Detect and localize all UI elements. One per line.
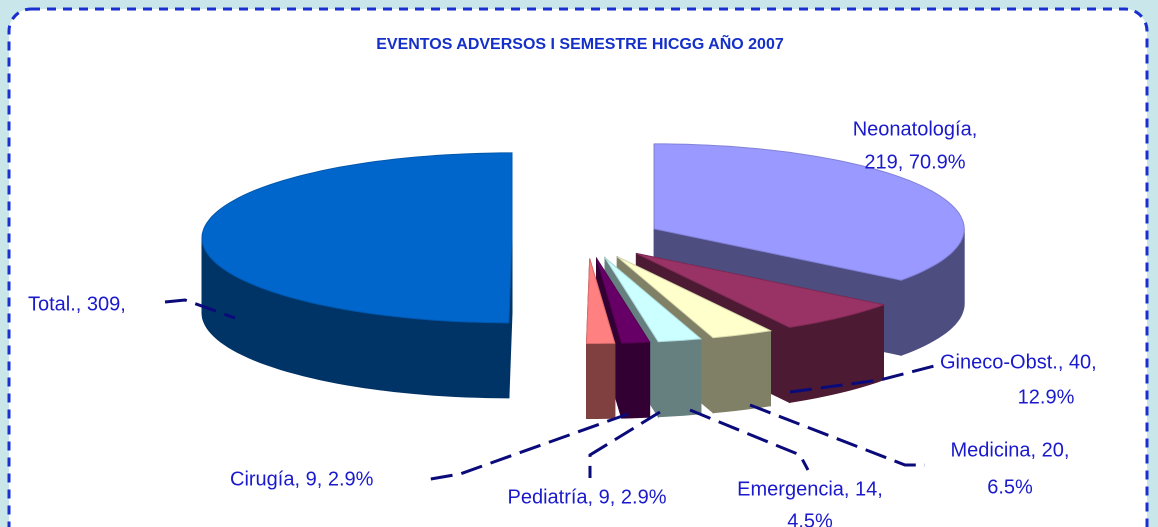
- data-label: 4.5%: [787, 510, 833, 527]
- data-label: 12.9%: [1018, 386, 1075, 408]
- chart-title: EVENTOS ADVERSOS I SEMESTRE HICGG AÑO 20…: [376, 33, 784, 53]
- slice-wall: [621, 341, 651, 419]
- slice-wall: [586, 342, 616, 419]
- data-label: Neonatología,: [853, 118, 978, 140]
- leader-line: [588, 410, 661, 478]
- leader-line: [789, 363, 939, 394]
- data-labels: Neonatología, 219, 70.9% Gineco-Obst., 40,…: [28, 118, 1097, 527]
- slice: [653, 143, 965, 281]
- data-label: 219, 70.9%: [864, 151, 965, 173]
- slice: [596, 258, 651, 344]
- slice: [585, 258, 616, 344]
- slice: [616, 256, 773, 339]
- leader-line: [749, 403, 925, 467]
- leader-line: [164, 298, 236, 320]
- data-label: Medicina, 20,: [951, 439, 1070, 461]
- data-label: Cirugía, 9, 2.9%: [230, 468, 374, 490]
- data-label: Emergencia, 14,: [737, 478, 883, 500]
- leader-line: [689, 408, 810, 471]
- leader-line: [424, 412, 629, 482]
- data-label: Gineco-Obst., 40,: [940, 351, 1097, 373]
- data-label: 6.5%: [987, 476, 1033, 498]
- slice: [201, 152, 513, 324]
- chart-area: [7, 7, 1149, 527]
- data-label: Pediatría, 9, 2.9%: [508, 486, 667, 508]
- data-label: Total., 309,: [28, 293, 126, 315]
- pie: [201, 143, 965, 419]
- slice-wall: [657, 338, 702, 418]
- slice: [604, 257, 703, 343]
- slice: [636, 253, 886, 328]
- slice-wall: [712, 330, 771, 414]
